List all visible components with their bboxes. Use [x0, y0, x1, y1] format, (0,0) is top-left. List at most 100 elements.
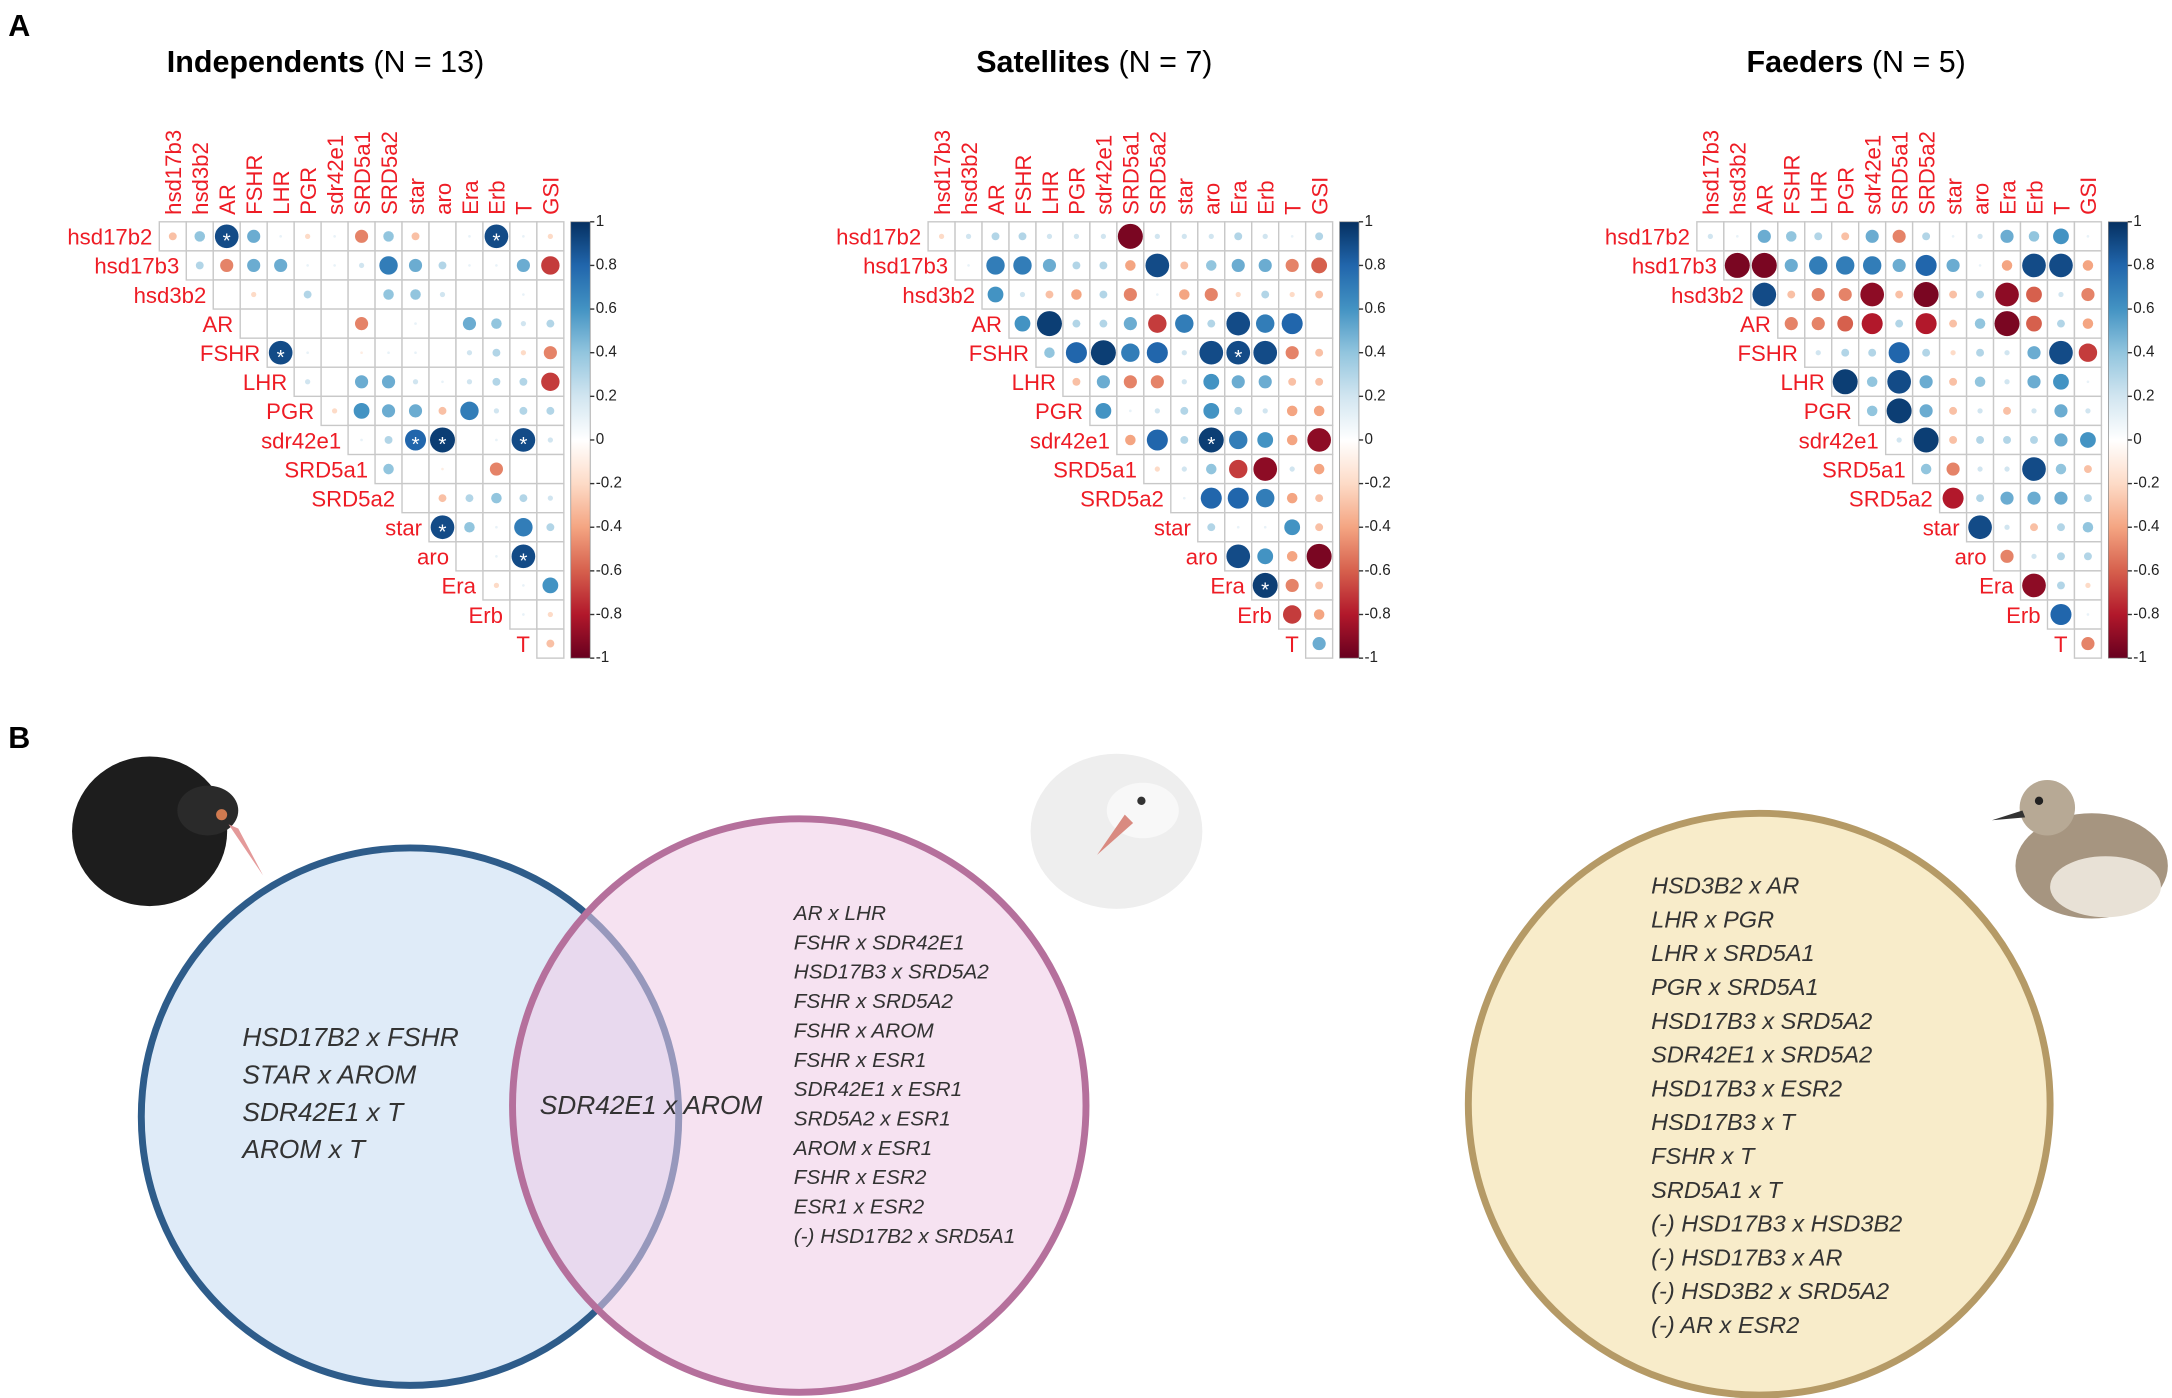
- corr-circle: [1286, 434, 1298, 446]
- corr-circle: [1236, 525, 1240, 529]
- cell: [320, 308, 349, 339]
- column-label: FSHR: [1780, 155, 1805, 215]
- row-label: sdr42e1: [1799, 428, 1879, 453]
- corr-circle: [1977, 466, 1983, 472]
- cell: [320, 250, 349, 281]
- row-label: T: [516, 632, 530, 657]
- corr-circle: [1707, 233, 1713, 239]
- cell: [536, 541, 565, 572]
- corr-circle: [1949, 319, 1958, 328]
- corr-circle: [468, 235, 471, 238]
- corr-circle: [1786, 231, 1797, 242]
- row-label: hsd3b2: [902, 283, 975, 308]
- corr-circle: [305, 379, 311, 385]
- corr-circle: [541, 256, 560, 275]
- corr-circle: [1832, 369, 1858, 395]
- corr-circle: [2027, 491, 2041, 505]
- venn-item: STAR x AROM: [242, 1059, 416, 1089]
- corr-circle: [194, 231, 206, 242]
- significance-star: *: [1207, 433, 1215, 456]
- corr-circle: [1036, 311, 1062, 337]
- venn-item: FSHR x ESR2: [794, 1166, 927, 1189]
- corr-circle: [1199, 340, 1224, 365]
- venn-item: SDR42E1 x ESR1: [794, 1078, 963, 1101]
- cell: [320, 366, 349, 398]
- column-label: SRD5a1: [1887, 131, 1912, 215]
- corr-circle: [1841, 348, 1850, 357]
- corr-circle: [489, 462, 504, 476]
- corr-circle: [1227, 487, 1249, 509]
- row-label: LHR: [243, 370, 287, 395]
- colorbar-tick-label: 0.4: [596, 344, 618, 361]
- corr-circle: [438, 494, 447, 503]
- corr-circle: [1977, 408, 1983, 414]
- corr-circle: [1235, 291, 1241, 298]
- corr-circle: [1976, 348, 1985, 357]
- column-label: hsd3b2: [188, 142, 213, 215]
- corr-circle: [1811, 317, 1825, 331]
- column-label: Era: [458, 180, 483, 215]
- corr-circle: [1257, 548, 1274, 565]
- corr-circle: [1263, 525, 1267, 529]
- corr-circle: [383, 231, 394, 242]
- colorbar-tick-label: 0: [2133, 431, 2141, 448]
- corr-circle: [1044, 347, 1055, 358]
- cell: [428, 337, 457, 368]
- column-label: FSHR: [242, 155, 267, 215]
- corr-circle: [2049, 340, 2073, 365]
- corr-circle: [1949, 436, 1958, 444]
- corr-circle: [2054, 404, 2068, 418]
- corr-circle: [360, 351, 363, 355]
- corr-circle: [1866, 376, 1878, 388]
- cell: [455, 424, 484, 456]
- corr-circle: [1013, 256, 1032, 275]
- corr-circle: [495, 525, 498, 529]
- corr-circle: [354, 229, 369, 243]
- venn-item: HSD3B2 x AR: [1651, 873, 1799, 899]
- cell: [455, 453, 484, 485]
- venn-item: FSHR x SRD5A2: [794, 990, 954, 1013]
- corr-circle: [1306, 543, 1332, 569]
- corr-circle: [2086, 380, 2090, 384]
- corr-circle: [306, 351, 309, 355]
- significance-star: *: [1234, 346, 1242, 369]
- corr-circle: [1313, 609, 1325, 620]
- corr-circle: [1942, 487, 1964, 509]
- corr-circle: [1145, 253, 1170, 278]
- cell: [509, 337, 538, 368]
- corr-circle: [547, 611, 553, 618]
- corr-circle: [251, 291, 257, 298]
- cell: [347, 279, 376, 310]
- corr-circle: [1887, 369, 1911, 394]
- corr-circle: [465, 494, 474, 503]
- corr-circle: [2000, 229, 2014, 243]
- row-label: T: [1285, 632, 1299, 657]
- row-label: SRD5a2: [311, 486, 395, 511]
- bird-independent: [72, 756, 264, 907]
- corr-circle: [522, 235, 525, 238]
- corr-circle: [466, 379, 473, 385]
- corr-circle: [1123, 375, 1137, 389]
- panel-label: A: [8, 9, 30, 43]
- colorbar-tick-label: 0: [1364, 431, 1372, 448]
- colorbar-tick-label: 0.2: [2133, 387, 2154, 404]
- corr-circle: [1922, 232, 1931, 241]
- corr-circle: [2083, 494, 2092, 503]
- corr-circle: [1146, 429, 1168, 451]
- cell: [1992, 221, 2022, 252]
- title-n: (N = 5): [1872, 45, 1966, 79]
- corr-circle: [2055, 463, 2067, 475]
- corr-circle: [410, 289, 421, 300]
- venn-item: HSD17B2 x FSHR: [242, 1022, 458, 1052]
- corr-circle: [1307, 428, 1331, 452]
- corr-circle: [1315, 232, 1324, 241]
- corr-circle: [1073, 233, 1080, 239]
- corr-circle: [1258, 375, 1272, 389]
- corr-circle: [1156, 293, 1159, 296]
- corr-circle: [247, 229, 261, 243]
- corr-circle: [2078, 343, 2098, 362]
- column-label: LHR: [1038, 171, 1063, 215]
- corr-circle: [438, 261, 447, 270]
- corr-circle: [2003, 436, 2011, 444]
- bird-faeder: [1991, 780, 2168, 919]
